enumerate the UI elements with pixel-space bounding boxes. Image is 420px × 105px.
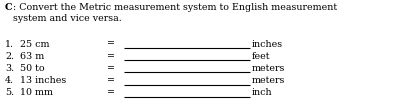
Text: feet: feet	[252, 52, 270, 61]
Text: meters: meters	[252, 64, 285, 73]
Text: =: =	[107, 52, 116, 61]
Text: meters: meters	[252, 76, 285, 85]
Text: 2.: 2.	[5, 52, 14, 61]
Text: C: C	[5, 3, 13, 12]
Text: =: =	[107, 88, 116, 97]
Text: =: =	[107, 40, 116, 49]
Text: 5.: 5.	[5, 88, 14, 97]
Text: inches: inches	[252, 40, 283, 49]
Text: 13 inches: 13 inches	[20, 76, 66, 85]
Text: inch: inch	[252, 88, 273, 97]
Text: =: =	[107, 64, 116, 73]
Text: 3.: 3.	[5, 64, 14, 73]
Text: 63 m: 63 m	[20, 52, 45, 61]
Text: 1.: 1.	[5, 40, 14, 49]
Text: 4.: 4.	[5, 76, 14, 85]
Text: =: =	[107, 76, 116, 85]
Text: 25 cm: 25 cm	[20, 40, 50, 49]
Text: 10 mm: 10 mm	[20, 88, 53, 97]
Text: : Convert the Metric measurement system to English measurement
system and vice v: : Convert the Metric measurement system …	[13, 3, 337, 23]
Text: 50 to: 50 to	[20, 64, 45, 73]
